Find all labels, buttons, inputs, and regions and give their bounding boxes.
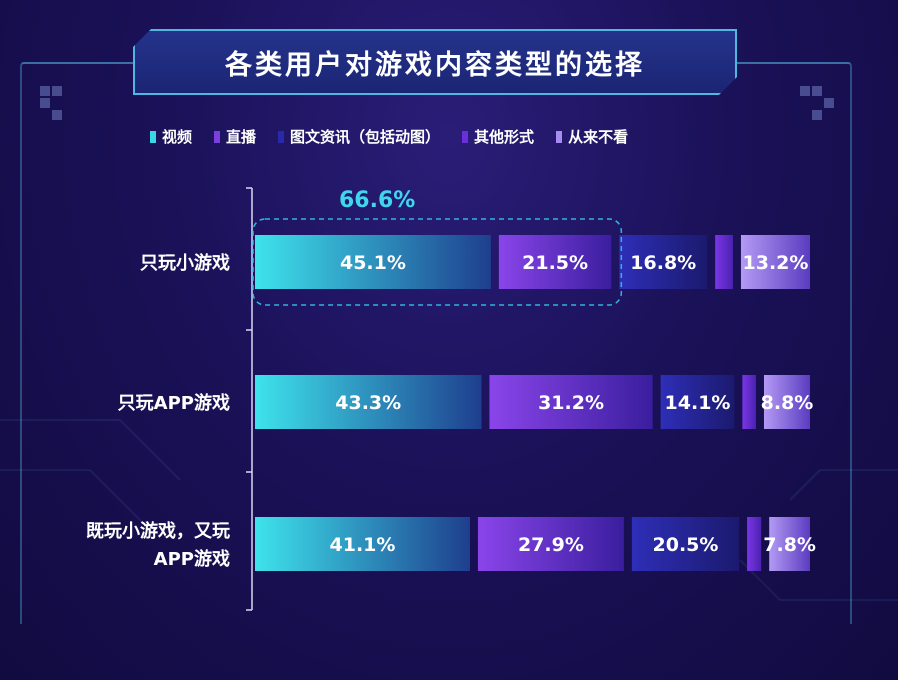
legend-item-video: 视频 [150,126,192,147]
bar-segment-series-other [742,375,756,429]
legend-item-never: 从来不看 [556,126,628,147]
data-label: 27.9% [518,534,584,556]
data-label: 45.1% [340,252,406,274]
chart-title: 各类用户对游戏内容类型的选择 [225,49,645,81]
decoration-square [40,86,50,96]
data-label: 13.2% [743,252,809,274]
highlight-box [252,218,623,306]
category-label: 只玩APP游戏 [118,392,230,414]
category-label: 既玩小游戏，又玩 [86,520,230,542]
chart-legend: 视频 直播 图文资讯（包括动图） 其他形式 从来不看 [150,126,628,147]
legend-label: 直播 [226,128,257,146]
legend-swatch [150,130,156,143]
bar-segment-series-other [715,235,733,289]
bar-segment-series-article [631,517,740,571]
legend-swatch [214,130,221,143]
bar-segment-series-never [763,375,810,429]
title-box [133,29,737,95]
data-label: 8.8% [761,392,814,414]
decoration-square [800,86,810,96]
legend-label: 视频 [162,128,193,146]
bar-segment-series-article [660,375,735,429]
decoration-square [52,86,62,96]
legend-item-other: 其他形式 [462,126,534,147]
bar-segment-series-live [489,375,653,429]
legend-label: 从来不看 [568,128,629,146]
bar-segment-series-other [747,517,762,571]
legend-item-article: 图文资讯（包括动图） [278,126,440,147]
legend-item-live: 直播 [214,126,256,147]
data-label: 7.8% [763,534,816,556]
bar-segment-series-never [740,235,810,289]
category-label: 只玩小游戏 [140,252,230,274]
decoration-square [40,98,50,108]
legend-swatch [556,130,563,143]
legend-label: 其他形式 [474,128,535,146]
bar-segment-series-never [769,517,810,571]
legend-swatch [462,130,469,143]
data-label: 41.1% [330,534,396,556]
data-label: 31.2% [538,392,604,414]
decoration-square [52,110,62,120]
data-label: 21.5% [522,252,588,274]
bar-segment-series-video [255,517,470,571]
data-label: 20.5% [653,534,719,556]
bar-segment-series-article [619,235,708,289]
category-label: APP游戏 [154,548,230,570]
bar-segment-series-video [255,375,482,429]
legend-swatch [278,130,285,143]
decoration-square [812,110,822,120]
bar-segment-series-live [477,517,624,571]
legend-label: 图文资讯（包括动图） [290,128,441,146]
decoration-square [812,86,822,96]
decoration-square [824,98,834,108]
data-label: 16.8% [630,252,696,274]
data-label: 43.3% [335,392,401,414]
bar-segment-series-live [498,235,612,289]
highlight-label: 66.6% [339,188,415,213]
bar-segment-series-video [255,235,491,289]
data-label: 14.1% [665,392,731,414]
